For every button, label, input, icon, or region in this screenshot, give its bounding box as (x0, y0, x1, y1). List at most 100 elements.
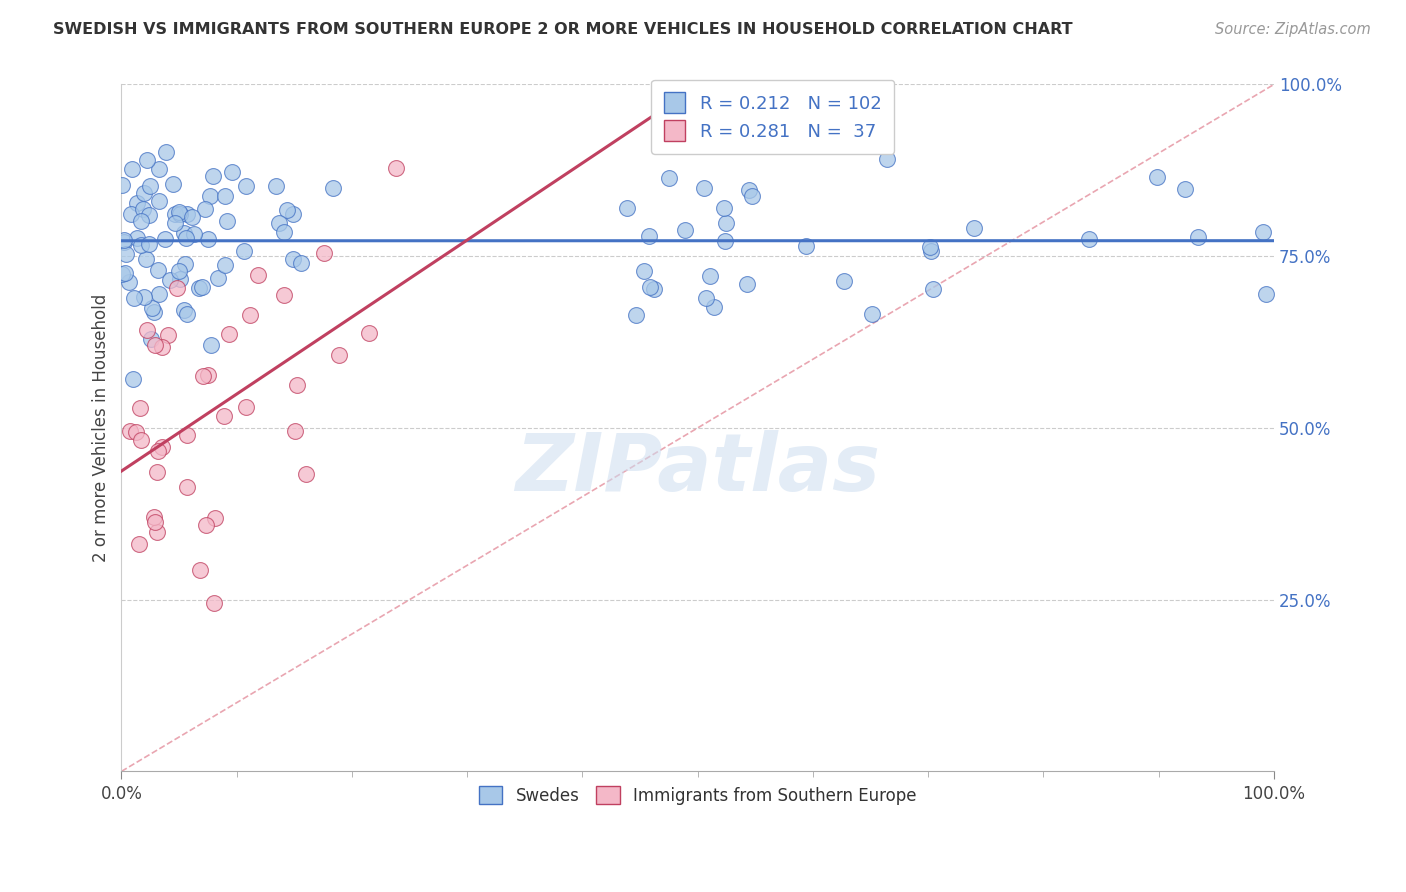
Point (214, 258, 236, 272)
Point (180, 211, 202, 225)
Point (159, 273, 181, 287)
Point (194, 202, 217, 216)
Point (138, 236, 160, 251)
Point (166, 281, 188, 295)
Legend: Swedes, Immigrants from Southern Europe: Swedes, Immigrants from Southern Europe (470, 776, 927, 814)
Point (176, 480, 198, 494)
Point (129, 238, 152, 252)
Point (215, 214, 238, 228)
Point (703, 300, 725, 314)
Point (626, 309, 648, 323)
Point (129, 434, 152, 448)
Point (146, 444, 169, 458)
Point (176, 307, 198, 321)
Point (713, 201, 735, 215)
Point (207, 270, 229, 285)
Point (673, 223, 696, 237)
Point (714, 234, 737, 248)
Point (314, 245, 336, 260)
Point (129, 401, 152, 416)
Point (174, 231, 197, 245)
Point (273, 288, 295, 302)
Point (699, 269, 721, 284)
Point (616, 201, 638, 215)
Point (188, 563, 211, 577)
Point (150, 340, 173, 354)
Point (127, 231, 149, 245)
Point (281, 207, 304, 221)
Point (1256, 286, 1278, 301)
Point (156, 327, 179, 342)
Point (114, 266, 136, 280)
Point (148, 194, 170, 209)
Point (145, 465, 167, 479)
Point (204, 510, 226, 524)
Point (169, 271, 191, 285)
Point (197, 368, 219, 382)
Point (328, 348, 350, 362)
Point (235, 400, 257, 414)
Point (132, 290, 155, 304)
Point (693, 181, 716, 195)
Point (173, 226, 195, 240)
Point (141, 301, 163, 315)
Point (1187, 230, 1209, 244)
Point (117, 275, 139, 289)
Point (141, 333, 163, 347)
Point (200, 338, 222, 352)
Point (125, 196, 148, 211)
Point (643, 282, 665, 296)
Point (276, 202, 298, 217)
Point (862, 307, 884, 321)
Point (118, 424, 141, 438)
Point (201, 169, 224, 183)
Point (135, 252, 157, 266)
Point (174, 257, 197, 271)
Point (832, 274, 855, 288)
Point (124, 425, 146, 439)
Point (169, 207, 191, 221)
Point (200, 188, 222, 202)
Point (111, 267, 134, 281)
Point (111, 178, 134, 192)
Point (142, 305, 165, 319)
Point (132, 202, 155, 216)
Point (122, 372, 145, 386)
Point (120, 207, 142, 221)
Text: ZIPatlas: ZIPatlas (515, 430, 880, 508)
Point (1146, 170, 1168, 185)
Point (129, 213, 152, 227)
Point (638, 228, 661, 243)
Point (695, 292, 717, 306)
Point (138, 208, 160, 222)
Point (273, 226, 295, 240)
Point (162, 178, 184, 192)
Point (138, 179, 160, 194)
Point (741, 188, 763, 202)
Point (148, 287, 170, 301)
Point (963, 221, 986, 235)
Point (191, 279, 214, 293)
Point (146, 263, 169, 277)
Point (193, 369, 215, 384)
Point (124, 291, 146, 305)
Point (155, 145, 177, 159)
Point (183, 227, 205, 241)
Point (290, 256, 312, 270)
Point (269, 216, 291, 230)
Point (287, 377, 309, 392)
Point (232, 244, 254, 258)
Point (876, 152, 898, 166)
Point (212, 409, 235, 423)
Point (135, 323, 157, 337)
Point (1077, 232, 1099, 246)
Point (221, 165, 243, 179)
Point (188, 280, 211, 294)
Point (115, 247, 138, 261)
Point (132, 186, 155, 200)
Point (173, 302, 195, 317)
Point (239, 308, 262, 322)
Point (794, 238, 817, 252)
Point (167, 204, 190, 219)
Point (150, 440, 173, 454)
